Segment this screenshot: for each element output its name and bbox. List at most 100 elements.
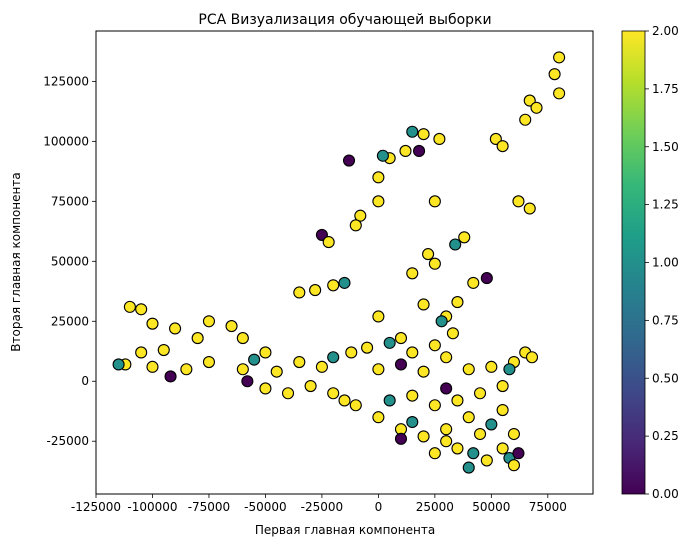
scatter-point <box>428 447 441 460</box>
scatter-point <box>315 360 328 373</box>
scatter-point <box>519 113 532 126</box>
scatter-point <box>467 276 480 289</box>
scatter-point <box>399 144 412 157</box>
scatter-point <box>417 128 430 141</box>
scatter-point <box>236 332 249 345</box>
scatter-point <box>406 125 419 138</box>
scatter-point <box>225 320 238 333</box>
x-tick-label: 0 <box>375 500 383 514</box>
scatter-point <box>428 195 441 208</box>
scatter-point <box>496 442 509 455</box>
scatter-point <box>440 423 453 436</box>
scatter-point <box>327 351 340 364</box>
scatter-point <box>406 389 419 402</box>
scatter-point <box>428 399 441 412</box>
scatter-point <box>435 315 448 328</box>
scatter-point <box>293 356 306 369</box>
colorbar-tick-label: 1.75 <box>652 82 679 96</box>
chart-title: PCA Визуализация обучающей выборки <box>198 12 491 28</box>
x-axis: -125000 -100000 -75000 -50000 -25000 0 25000 50… <box>71 494 567 514</box>
scatter-point <box>338 276 351 289</box>
scatter-point <box>440 382 453 395</box>
scatter-point <box>417 298 430 311</box>
scatter-point <box>480 272 493 285</box>
y-tick-label: 0 <box>81 374 89 388</box>
scatter-point <box>281 387 295 400</box>
scatter-point <box>530 101 543 114</box>
scatter-point <box>428 339 441 352</box>
scatter-point <box>376 149 389 162</box>
scatter-point <box>449 238 462 251</box>
scatter-point <box>164 370 177 383</box>
scatter-point <box>372 195 385 208</box>
scatter-point <box>361 341 374 354</box>
scatter-point <box>433 132 446 146</box>
scatter-point <box>394 332 408 345</box>
x-tick-label: 50000 <box>472 500 510 514</box>
scatter-point <box>473 387 487 400</box>
scatter-point <box>135 303 148 316</box>
y-axis: -25000 0 25000 50000 75000 100000 125000 <box>43 74 96 448</box>
y-axis-label: Вторая главная компонента <box>9 172 23 351</box>
scatter-point <box>372 363 385 376</box>
plot-frame <box>95 30 594 495</box>
scatter-point <box>191 332 204 345</box>
scatter-point <box>123 300 136 313</box>
scatter-point <box>440 435 453 448</box>
scatter-point <box>309 284 322 297</box>
scatter-point <box>485 418 498 431</box>
scatter-point <box>412 144 426 157</box>
scatter-point <box>349 219 362 232</box>
x-tick-label: -25000 <box>301 500 344 514</box>
scatter-point <box>236 363 249 376</box>
scatter-point <box>512 447 525 460</box>
scatter-point <box>462 461 475 474</box>
points-layer <box>112 51 566 474</box>
scatter-point <box>345 346 358 359</box>
scatter-point <box>440 351 453 364</box>
scatter-point <box>507 459 520 472</box>
scatter-point <box>512 195 525 208</box>
colorbar-ticks: 0.00 0.25 0.50 0.75 1.00 1.25 1.50 1.75 2.00 <box>645 24 679 501</box>
colorbar-tick-label: 1.00 <box>652 256 679 270</box>
colorbar-tick-label: 1.25 <box>652 198 679 212</box>
scatter-point <box>180 363 193 376</box>
colorbar-tick-label: 0.75 <box>652 313 679 327</box>
scatter-point <box>480 454 493 467</box>
scatter-point <box>451 442 464 455</box>
scatter-point <box>327 387 340 400</box>
colorbar-tick-label: 1.50 <box>652 140 679 154</box>
y-tick-label: 125000 <box>43 74 89 88</box>
scatter-point <box>394 432 408 445</box>
scatter-point <box>446 327 459 340</box>
scatter-point <box>349 399 362 412</box>
scatter-point <box>467 447 480 460</box>
scatter-point <box>157 344 170 357</box>
scatter-point <box>146 360 159 373</box>
scatter-point <box>372 411 385 424</box>
x-tick-label: -50000 <box>244 500 287 514</box>
colorbar-tick-label: 2.00 <box>652 24 679 38</box>
scatter-point <box>202 315 216 328</box>
y-tick-label: 50000 <box>51 254 89 268</box>
scatter-point <box>523 202 536 215</box>
x-tick-label: -125000 <box>71 500 121 514</box>
scatter-point <box>458 231 471 244</box>
scatter-point <box>553 87 566 100</box>
scatter-point <box>473 427 487 441</box>
scatter-point <box>553 51 566 64</box>
scatter-point <box>327 279 340 292</box>
scatter-point <box>422 248 435 261</box>
scatter-point <box>451 394 464 407</box>
scatter-point <box>112 358 125 371</box>
scatter-point <box>383 394 396 407</box>
scatter-point <box>354 209 367 222</box>
scatter-point <box>406 267 419 280</box>
scatter-point <box>146 317 159 330</box>
scatter-point <box>548 68 561 81</box>
scatter-point <box>428 257 441 270</box>
y-tick-label: -25000 <box>46 434 89 448</box>
scatter-point <box>394 358 408 371</box>
scatter-point <box>304 379 317 393</box>
colorbar-tick-label: 0.00 <box>652 487 679 501</box>
